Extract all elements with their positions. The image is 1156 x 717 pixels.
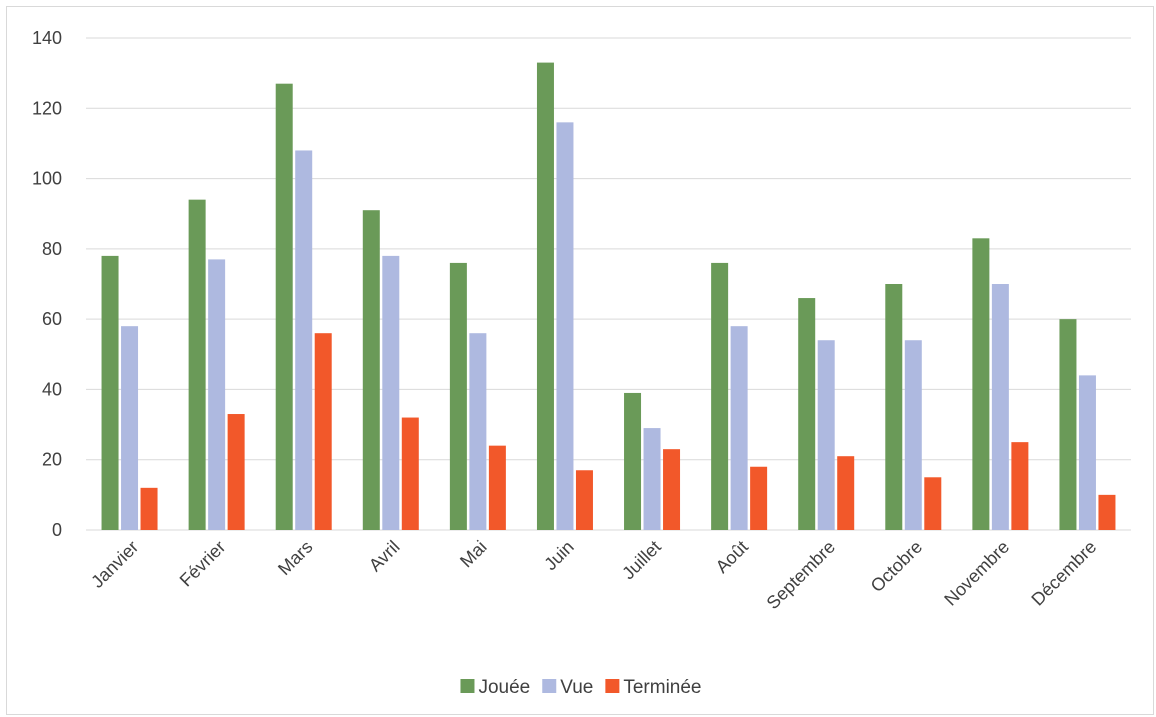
bar-terminée-mars (314, 333, 332, 530)
bar-vue-janvier (121, 326, 139, 530)
y-tick-label: 140 (32, 28, 62, 48)
x-tick-label: Décembre (1027, 537, 1100, 610)
bar-jouée-août (711, 262, 729, 530)
x-tick-label: Octobre (867, 537, 926, 596)
bar-vue-juin (556, 122, 574, 530)
legend-item: Jouée (460, 677, 530, 698)
bar-jouée-mars (275, 83, 293, 530)
bar-terminée-mai (488, 445, 506, 530)
bar-jouée-juin (536, 62, 554, 530)
legend-label: Terminée (623, 677, 701, 698)
x-tick-label: Septembre (763, 537, 839, 613)
chart-container: 0 20 40 60 80 100 120 140 Janvier Février Mars Avr… (6, 6, 1154, 715)
bar-terminée-août (750, 466, 768, 530)
legend-label: Vue (560, 677, 593, 698)
legend-item: Vue (542, 677, 593, 698)
bar-vue-juillet (643, 428, 661, 530)
x-tick-label: Juillet (618, 537, 665, 584)
bar-vue-mai (469, 333, 487, 530)
bar-jouée-octobre (885, 284, 903, 530)
bar-terminée-septembre (837, 456, 855, 530)
x-tick-label: Août (712, 537, 752, 577)
bar-terminée-avril (401, 417, 419, 530)
bar-vue-août (730, 326, 748, 530)
bar-jouée-mai (449, 262, 467, 530)
legend: Jouée Vue Terminée (460, 677, 702, 698)
gridlines (86, 37, 1131, 531)
x-tick-label: Janvier (87, 537, 142, 592)
legend-label: Jouée (478, 677, 530, 698)
bar-terminée-novembre (1011, 442, 1029, 530)
y-tick-label: 20 (42, 450, 62, 470)
x-tick-label: Mai (456, 537, 491, 572)
legend-swatch (605, 679, 620, 693)
y-tick-label: 100 (32, 169, 62, 189)
legend-item: Terminée (605, 677, 702, 698)
bar-jouée-février (188, 199, 206, 530)
bars (101, 62, 1116, 531)
bar-vue-décembre (1078, 375, 1096, 530)
y-tick-label: 80 (42, 239, 62, 259)
bar-jouée-avril (362, 210, 380, 530)
y-tick-label: 0 (52, 520, 62, 540)
bar-terminée-octobre (924, 477, 942, 530)
bar-terminée-janvier (140, 487, 158, 530)
x-tick-label: Avril (365, 537, 404, 576)
bar-jouée-janvier (101, 255, 119, 530)
bar-jouée-septembre (798, 298, 816, 530)
x-tick-label: Février (176, 537, 230, 591)
bar-jouée-décembre (1059, 319, 1077, 530)
bar-vue-avril (382, 255, 400, 530)
x-axis-ticks: Janvier Février Mars Avril Mai Juin Juillet Aoû… (87, 537, 1100, 613)
bar-vue-février (208, 259, 226, 530)
bar-terminée-juin (575, 470, 593, 530)
y-axis-ticks: 0 20 40 60 80 100 120 140 (32, 28, 62, 540)
bar-vue-novembre (991, 284, 1009, 530)
x-tick-label: Juin (540, 537, 577, 574)
bar-vue-octobre (904, 340, 922, 530)
bar-terminée-juillet (663, 449, 681, 530)
bar-chart: 0 20 40 60 80 100 120 140 Janvier Février Mars Avr… (32, 28, 1131, 698)
y-tick-label: 60 (42, 309, 62, 329)
y-tick-label: 120 (32, 98, 62, 118)
bar-vue-septembre (817, 340, 835, 530)
bar-terminée-février (227, 414, 245, 530)
legend-swatch (460, 679, 475, 693)
bar-vue-mars (295, 150, 313, 530)
bar-terminée-décembre (1098, 494, 1116, 530)
x-tick-label: Mars (274, 537, 316, 579)
legend-swatch (542, 679, 557, 693)
x-tick-label: Novembre (940, 537, 1013, 610)
bar-jouée-juillet (624, 392, 642, 530)
y-tick-label: 40 (42, 379, 62, 399)
bar-jouée-novembre (972, 238, 990, 531)
